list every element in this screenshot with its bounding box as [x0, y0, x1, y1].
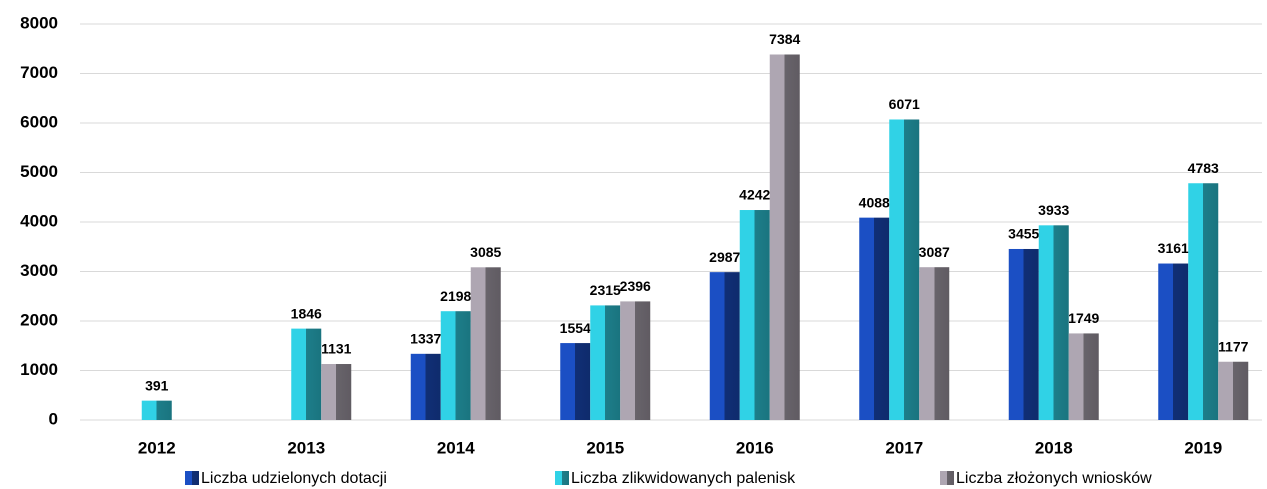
x-tick-label: 2016: [736, 438, 774, 457]
value-label: 2315: [590, 282, 621, 298]
y-tick-label: 3000: [20, 261, 58, 280]
value-label: 3455: [1008, 226, 1039, 242]
value-label: 6071: [889, 96, 920, 112]
y-tick-label: 1000: [20, 360, 58, 379]
value-label: 1554: [560, 320, 591, 336]
value-label: 2198: [440, 288, 471, 304]
bar: [1008, 248, 1039, 420]
value-label: 1177: [1218, 338, 1249, 354]
bar: [560, 343, 591, 420]
value-label: 4088: [859, 194, 890, 210]
value-label: 4783: [1188, 160, 1219, 176]
bar: [410, 353, 441, 420]
bar: [1188, 183, 1219, 420]
legend-label: Liczba udzielonych dotacji: [201, 470, 387, 487]
x-tick-label: 2014: [437, 438, 475, 457]
value-label: 1337: [410, 331, 441, 347]
legend-swatch: [555, 471, 569, 485]
bar: [1068, 333, 1099, 420]
legend-swatch: [185, 471, 199, 485]
value-label: 2396: [620, 278, 651, 294]
x-tick-label: 2018: [1035, 438, 1073, 457]
value-label: 2987: [709, 249, 740, 265]
bar: [470, 267, 501, 420]
bar: [291, 328, 322, 420]
bar: [590, 305, 621, 420]
value-label: 3087: [919, 244, 950, 260]
bar: [709, 272, 740, 420]
bar: [739, 210, 770, 420]
value-label: 391: [145, 377, 169, 393]
value-label: 4242: [739, 187, 770, 203]
bar: [620, 301, 651, 420]
y-tick-label: 0: [49, 409, 58, 428]
x-tick-label: 2015: [586, 438, 624, 457]
y-tick-label: 6000: [20, 112, 58, 131]
x-tick-label: 2013: [287, 438, 325, 457]
value-label: 3085: [470, 244, 501, 260]
bar: [1158, 263, 1189, 420]
value-label: 3161: [1158, 240, 1189, 256]
bar: [919, 267, 950, 420]
x-tick-label: 2017: [885, 438, 923, 457]
legend-swatch: [940, 471, 954, 485]
y-tick-label: 2000: [20, 310, 58, 329]
y-tick-label: 8000: [20, 13, 58, 32]
bar: [321, 364, 352, 420]
bar: [141, 400, 172, 420]
value-label: 3933: [1038, 202, 1069, 218]
y-tick-label: 7000: [20, 63, 58, 82]
value-label: 1749: [1068, 310, 1099, 326]
legend-label: Liczba zlikwidowanych palenisk: [571, 470, 796, 487]
bar: [1038, 225, 1069, 420]
bar: [769, 54, 800, 420]
bar: [440, 311, 471, 420]
value-label: 1131: [321, 341, 352, 357]
bar: [889, 119, 920, 420]
bar: [859, 217, 890, 420]
x-tick-label: 2012: [138, 438, 176, 457]
legend-label: Liczba złożonych wniosków: [956, 470, 1152, 487]
y-tick-label: 5000: [20, 162, 58, 181]
x-tick-label: 2019: [1184, 438, 1222, 457]
bar: [1218, 361, 1249, 420]
y-tick-label: 4000: [20, 211, 58, 230]
value-label: 7384: [769, 31, 800, 47]
value-label: 1846: [291, 305, 322, 321]
